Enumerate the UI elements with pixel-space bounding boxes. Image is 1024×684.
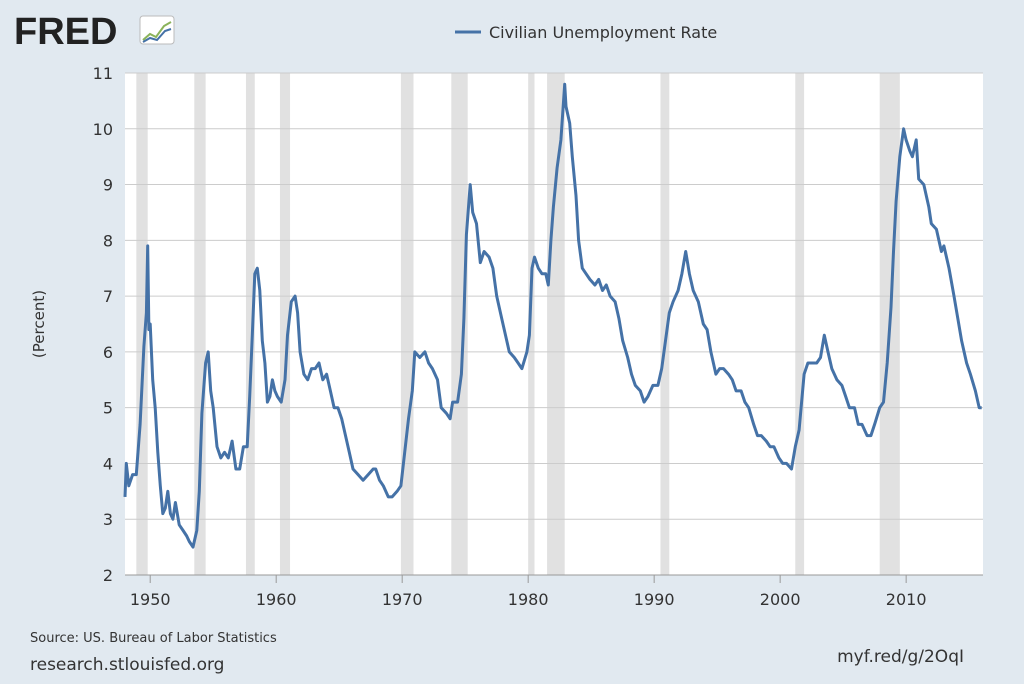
y-tick-label: 11 [93, 64, 113, 83]
recession-band [194, 73, 206, 575]
logo-icon [139, 15, 175, 45]
y-tick-label: 7 [103, 287, 113, 306]
x-tick-label: 1950 [130, 590, 171, 609]
source: Source: US. Bureau of Labor Statistics [30, 631, 277, 646]
x-tick-label: 1970 [382, 590, 423, 609]
recession-band [660, 73, 670, 575]
recession-band [279, 73, 291, 575]
recession-band [400, 73, 414, 575]
y-tick-label: 4 [103, 454, 113, 473]
x-tick-label: 1960 [256, 590, 297, 609]
logo[interactable]: FRED [14, 11, 117, 53]
y-tick-label: 6 [103, 343, 113, 362]
x-tick-label: 1990 [634, 590, 675, 609]
y-tick-label: 3 [103, 510, 113, 529]
x-tick-label: 2010 [886, 590, 927, 609]
y-tick-label: 8 [103, 231, 113, 250]
y-tick-label: 9 [103, 176, 113, 195]
x-tick-label: 1980 [508, 590, 549, 609]
recession-band [795, 73, 805, 575]
short-link[interactable]: myf.red/g/2OqI [837, 647, 964, 667]
y-tick-label: 2 [103, 566, 113, 585]
x-tick-label: 2000 [760, 590, 801, 609]
legend-label: Civilian Unemployment Rate [489, 23, 717, 42]
recession-band [451, 73, 468, 575]
site: research.stlouisfed.org [30, 655, 224, 675]
series-line [123, 82, 982, 549]
recession-band [547, 73, 565, 575]
y-axis-label: (Percent) [30, 290, 48, 358]
recession-band [245, 73, 255, 575]
y-tick-label: 5 [103, 399, 113, 418]
y-tick-label: 10 [93, 120, 113, 139]
recession-band [136, 73, 148, 575]
